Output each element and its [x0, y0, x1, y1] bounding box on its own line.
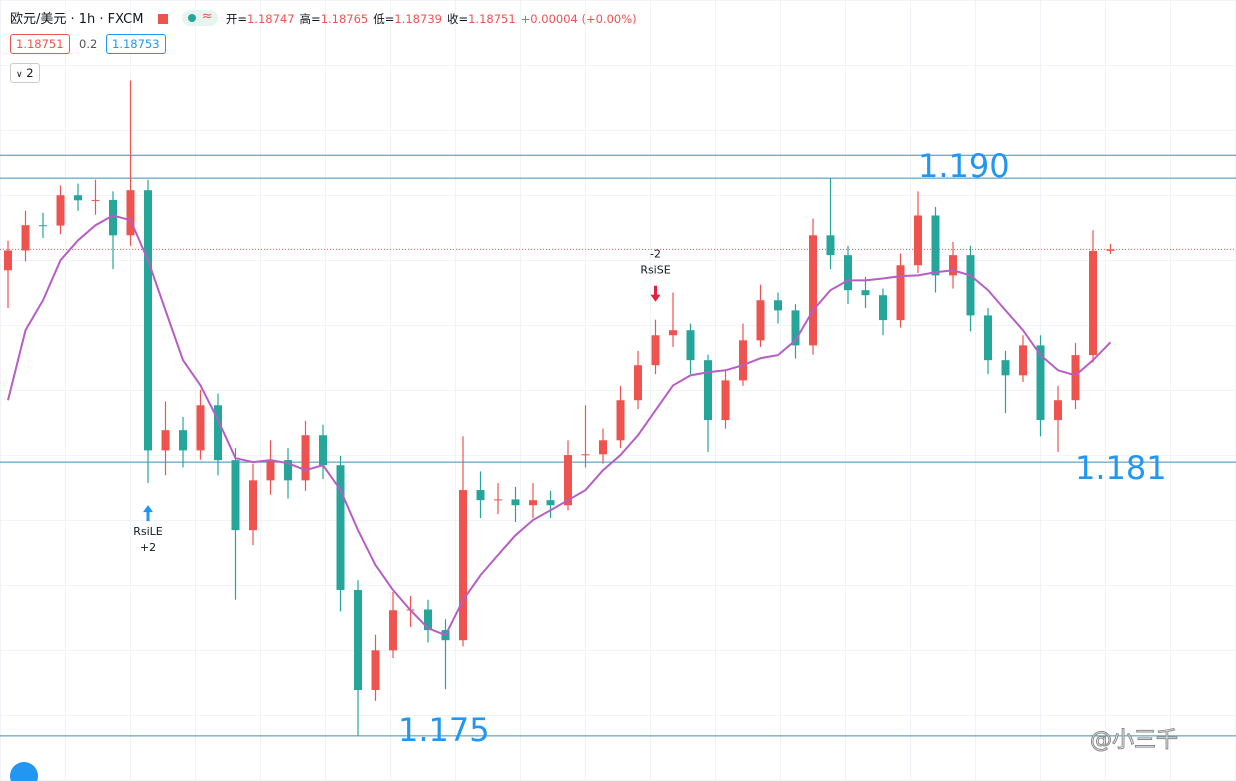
candle-body: [914, 215, 922, 266]
candle-body: [424, 609, 432, 631]
header: 欧元/美元 · 1h · FXCM ≈ 开=1.18747 高=1.18765 低=…: [10, 8, 642, 27]
candle-body: [249, 480, 257, 531]
indicators-toggle[interactable]: ∨ 2: [10, 63, 40, 83]
candle-body: [966, 255, 975, 316]
flag-icon[interactable]: [157, 14, 168, 24]
candle-body: [651, 335, 660, 366]
candle-body: [1036, 345, 1045, 421]
candle-body: [109, 199, 117, 236]
candle-body: [1089, 250, 1097, 356]
candle-body: [74, 195, 82, 201]
candle-body: [1001, 360, 1010, 376]
signal-name: RsiSE: [640, 264, 670, 277]
candle-body: [91, 199, 100, 201]
ohlc-value: 1.18747: [246, 12, 295, 26]
candle-body: [301, 435, 310, 481]
candle-body: [879, 295, 887, 321]
candle-body: [39, 225, 47, 227]
signal-qty: -2: [650, 248, 661, 261]
candle-body: [266, 460, 275, 481]
ohlc-value: 1.18765: [320, 12, 369, 26]
ohlc-value: 1.18751: [468, 12, 516, 26]
candle-body: [844, 255, 852, 291]
spread: 0.2: [79, 37, 98, 51]
status-badge[interactable]: ≈: [181, 9, 218, 26]
candle-body: [984, 315, 992, 361]
logo[interactable]: [10, 762, 38, 781]
candle-body: [774, 300, 782, 311]
candle-body: [56, 195, 65, 226]
candle-body: [546, 500, 555, 506]
ohlc-label: 高=: [299, 12, 321, 26]
signal-qty: +2: [140, 541, 156, 554]
annotation: 1.181: [1075, 449, 1167, 487]
candle-body: [21, 225, 30, 251]
candle-body: [354, 590, 362, 690]
candle-body: [756, 300, 765, 341]
candle-body: [529, 500, 537, 506]
candle-body: [179, 430, 187, 451]
buy-button[interactable]: 1.18753: [106, 34, 166, 54]
ohlc: 开=1.18747 高=1.18765 低=1.18739 收=1.18751 +0.0…: [226, 12, 642, 26]
candle-body: [686, 330, 695, 361]
candle-body: [196, 405, 205, 451]
symbol[interactable]: 欧元/美元 · 1h · FXCM: [10, 12, 144, 27]
candle-body: [389, 610, 397, 651]
sell-button[interactable]: 1.18751: [10, 34, 70, 54]
candle-body: [126, 190, 135, 236]
candle-body: [669, 330, 677, 336]
moving-average: [7, 214, 1112, 637]
candle-body: [494, 499, 502, 501]
annotation: 1.190: [918, 147, 1010, 185]
candle-body: [809, 235, 817, 346]
indicator-count: 2: [26, 66, 34, 80]
candle-body: [1019, 345, 1027, 376]
signal-arrow: [650, 285, 661, 302]
candle-body: [161, 430, 170, 451]
candle-body: [896, 265, 905, 321]
change: +0.00004 (+0.00%): [520, 12, 637, 26]
candle-body: [371, 650, 380, 690]
candle-body: [564, 455, 572, 506]
candle-body: [231, 460, 240, 531]
candle-body: [581, 454, 590, 456]
candle-body: [599, 440, 607, 455]
candle-body: [1071, 355, 1080, 401]
candle-body: [739, 340, 747, 381]
annotation: 1.175: [398, 711, 490, 749]
candle-body: [1106, 249, 1115, 251]
candle-body: [861, 290, 870, 296]
ohlc-label: 低=: [373, 12, 395, 26]
candle-body: [336, 465, 345, 591]
candle-body: [144, 190, 152, 451]
candle-body: [704, 360, 712, 421]
ohlc-label: 开=: [225, 12, 247, 26]
candle-body: [826, 235, 835, 256]
candle-body: [459, 490, 467, 641]
candle-body: [1054, 400, 1062, 421]
candle-body: [319, 435, 327, 466]
ohlc-value: 1.18739: [394, 12, 442, 26]
candle-body: [949, 255, 957, 276]
candle-body: [214, 405, 222, 461]
candle-body: [476, 490, 485, 501]
candle-body: [721, 380, 730, 421]
candle-body: [284, 460, 292, 481]
watermark: @小三千: [1089, 728, 1179, 754]
ohlc-label: 收=: [446, 12, 469, 26]
signal-name: RsiLE: [133, 525, 163, 538]
candle-body: [4, 250, 12, 271]
candle-body: [634, 365, 642, 401]
signal-arrow: [143, 505, 153, 522]
candle-body: [931, 215, 940, 276]
candle-body: [791, 310, 800, 346]
candle-body: [511, 499, 520, 506]
candle-body: [616, 400, 625, 441]
